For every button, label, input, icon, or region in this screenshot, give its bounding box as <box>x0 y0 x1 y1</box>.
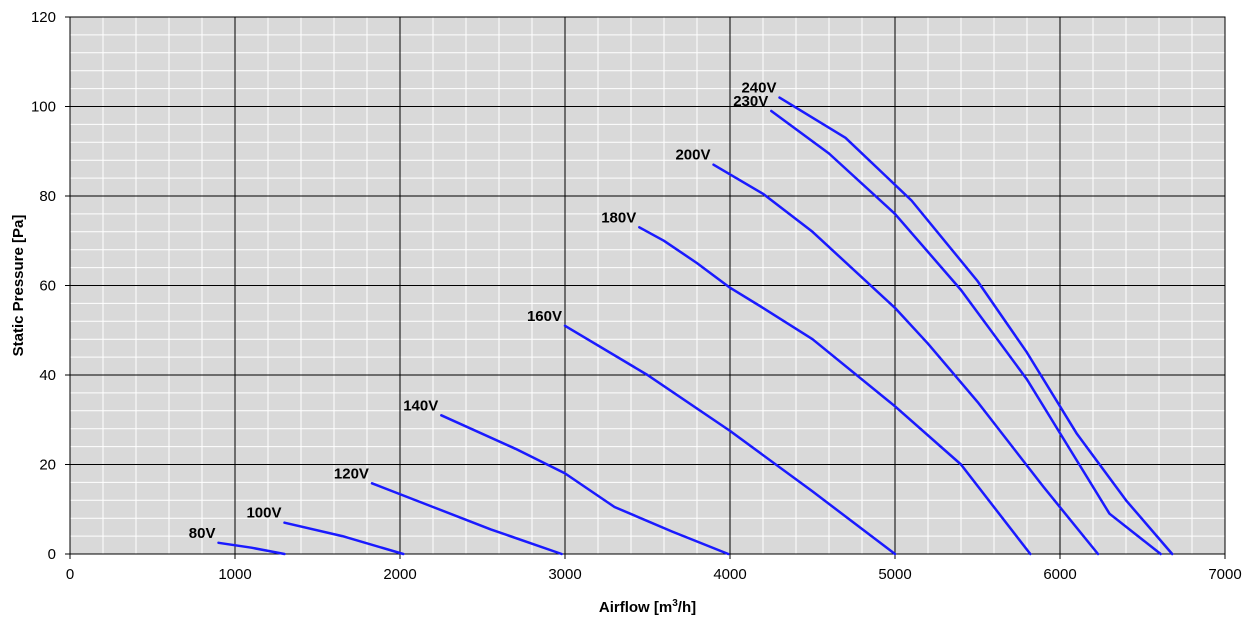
y-tick-label: 60 <box>39 278 56 295</box>
y-tick-label: 120 <box>31 9 56 26</box>
series-label-80v: 80V <box>189 525 216 542</box>
y-tick-label: 0 <box>48 546 56 563</box>
x-tick-label: 4000 <box>713 566 746 583</box>
x-tick-label: 0 <box>66 566 74 583</box>
series-label-230v: 230V <box>733 93 768 110</box>
series-line-230v <box>770 109 1162 556</box>
series-line-160v <box>563 324 897 556</box>
series-line-80v <box>217 541 286 556</box>
series-line-240v <box>778 96 1174 556</box>
x-axis-title: Airflow [m3/h] <box>599 598 696 616</box>
series-line-180v <box>638 226 1032 556</box>
series-line-200v <box>712 163 1100 556</box>
series-label-160v: 160V <box>527 308 562 325</box>
series-line-140v <box>440 414 730 556</box>
y-tick-label: 80 <box>39 188 56 205</box>
x-tick-label: 1000 <box>218 566 251 583</box>
x-tick-label: 6000 <box>1043 566 1076 583</box>
y-tick-label: 100 <box>31 99 56 116</box>
series-label-120v: 120V <box>334 465 369 482</box>
y-tick-label: 40 <box>39 367 56 384</box>
series-layer <box>217 96 1174 556</box>
series-label-180v: 180V <box>601 209 636 226</box>
x-tick-label: 3000 <box>548 566 581 583</box>
x-tick-label: 7000 <box>1208 566 1241 583</box>
series-line-120v <box>370 482 563 556</box>
x-tick-label: 2000 <box>383 566 416 583</box>
series-label-240v: 240V <box>741 80 776 97</box>
x-axis: 0 1000 2000 3000 4000 5000 6000 7000 <box>66 554 1242 583</box>
series-label-200v: 200V <box>675 147 710 164</box>
series-line-100v <box>283 521 405 556</box>
y-axis-title: Static Pressure [Pa] <box>10 215 27 357</box>
x-tick-label: 5000 <box>878 566 911 583</box>
y-tick-label: 20 <box>39 457 56 474</box>
series-label-140v: 140V <box>403 397 438 414</box>
y-axis: 0 20 40 60 80 100 120 <box>31 9 70 563</box>
series-label-100v: 100V <box>246 505 281 522</box>
